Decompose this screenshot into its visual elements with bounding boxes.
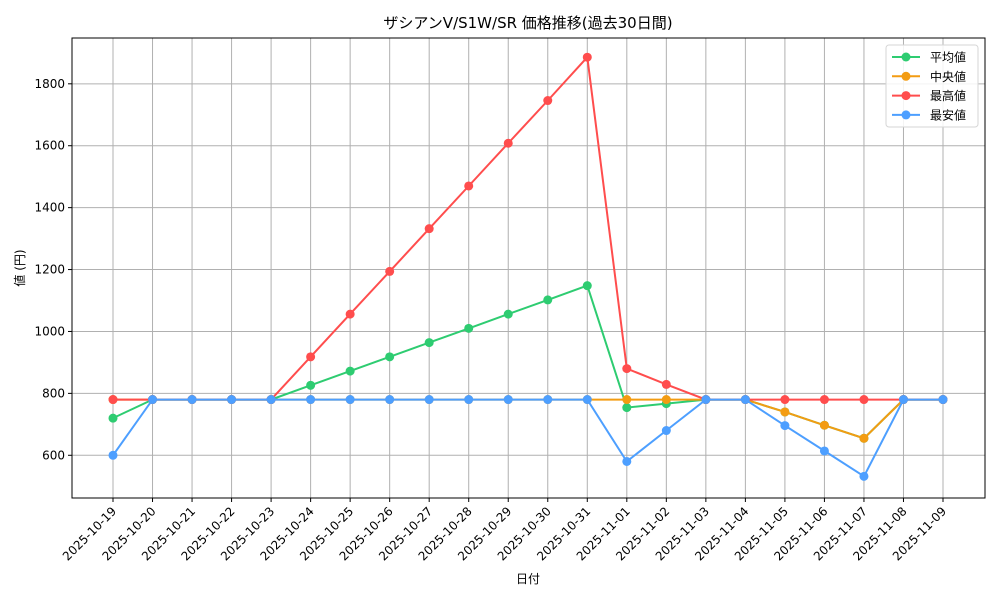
legend-marker-icon: [901, 71, 911, 81]
legend-label: 最高値: [930, 88, 966, 103]
y-tick-label: 600: [42, 448, 65, 462]
data-point: [345, 395, 355, 405]
data-point: [898, 395, 908, 405]
data-point: [187, 395, 197, 405]
plot-frame: [71, 37, 986, 499]
data-point: [464, 323, 474, 333]
grid-lines: [72, 38, 985, 498]
data-point: [306, 352, 316, 362]
legend-label: 平均値: [930, 50, 966, 65]
data-point: [503, 395, 513, 405]
data-point: [938, 395, 948, 405]
data-point: [464, 395, 474, 405]
data-point: [148, 395, 158, 405]
data-point: [385, 266, 395, 276]
series-2: [108, 52, 948, 405]
data-point: [503, 138, 513, 148]
data-point: [622, 403, 632, 413]
data-point: [780, 395, 790, 405]
legend-label: 最安値: [930, 107, 966, 122]
data-point: [306, 395, 316, 405]
y-tick-label: 1200: [34, 263, 65, 277]
data-point: [661, 426, 671, 436]
data-point: [819, 395, 829, 405]
data-point: [780, 421, 790, 431]
legend-label: 中央値: [930, 69, 966, 84]
data-point: [424, 395, 434, 405]
data-point: [543, 395, 553, 405]
y-tick-label: 1000: [34, 324, 65, 338]
data-point: [503, 309, 513, 319]
data-point: [582, 395, 592, 405]
x-axis-title: 日付: [516, 572, 540, 586]
legend-box: [885, 44, 979, 128]
data-point: [780, 407, 790, 417]
data-point: [108, 413, 118, 423]
data-point: [345, 366, 355, 376]
data-point: [424, 224, 434, 234]
data-point: [108, 450, 118, 460]
data-point: [345, 309, 355, 319]
series-lines: [108, 52, 948, 481]
series-line: [113, 54, 943, 401]
data-point: [661, 379, 671, 389]
legend-marker-icon: [901, 110, 911, 120]
y-tick-label: 1600: [34, 139, 65, 153]
data-point: [227, 395, 237, 405]
chart-title: ザシアンV/S1W/SR 価格推移(過去30日間): [383, 14, 672, 32]
series-line: [113, 398, 943, 440]
data-point: [740, 395, 750, 405]
data-point: [859, 471, 869, 481]
data-point: [622, 395, 632, 405]
legend-marker-icon: [901, 91, 911, 101]
data-point: [582, 281, 592, 291]
legend-item: 最高値: [892, 88, 966, 103]
x-axis: 2025-10-192025-10-202025-10-212025-10-22…: [60, 498, 949, 563]
y-tick-label: 800: [42, 386, 65, 400]
y-axis: 600 800 1000 1200 1400 1600 1800: [34, 77, 72, 462]
data-point: [424, 338, 434, 348]
data-point: [622, 364, 632, 374]
legend-item: 中央値: [892, 69, 966, 84]
data-point: [661, 395, 671, 405]
y-tick-label: 1400: [34, 201, 65, 215]
data-point: [385, 352, 395, 362]
series-line: [112, 398, 943, 478]
data-point: [622, 456, 632, 466]
data-point: [266, 395, 276, 405]
data-point: [701, 395, 711, 405]
y-axis-title: 値 (円): [12, 249, 27, 286]
legend-marker-icon: [901, 52, 911, 62]
data-point: [543, 96, 553, 106]
data-point: [543, 295, 553, 305]
data-point: [819, 446, 829, 456]
data-point: [108, 395, 118, 405]
legend-item: 平均値: [892, 50, 966, 65]
data-point: [859, 395, 869, 405]
series-3: [108, 395, 948, 481]
y-tick-label: 1800: [34, 77, 65, 91]
data-point: [582, 52, 592, 62]
series-line: [112, 284, 943, 440]
data-point: [306, 380, 316, 390]
series-0: [108, 281, 948, 443]
data-point: [819, 420, 829, 430]
data-point: [464, 181, 474, 191]
data-point: [859, 433, 869, 443]
data-point: [385, 395, 395, 405]
legend-item: 最安値: [892, 107, 966, 122]
